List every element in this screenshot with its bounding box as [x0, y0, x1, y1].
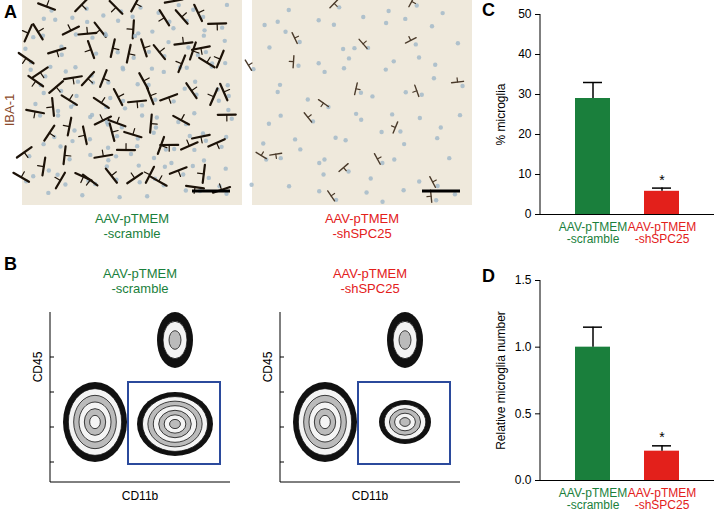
- svg-text:AAV-pTMEM-shSPC25: AAV-pTMEM-shSPC25: [333, 266, 407, 296]
- svg-text:% microglia: % microglia: [494, 83, 508, 145]
- svg-text:AAV-pTMEM-scramble: AAV-pTMEM-scramble: [559, 220, 627, 246]
- svg-text:AAV-pTMEM-scramble: AAV-pTMEM-scramble: [559, 486, 627, 512]
- svg-text:CD45: CD45: [31, 351, 45, 382]
- svg-text:CD11b: CD11b: [122, 489, 159, 503]
- svg-text:1.0: 1.0: [515, 340, 532, 354]
- html-text:C: C: [482, 0, 495, 20]
- svg-text:CD45: CD45: [261, 351, 275, 382]
- svg-text:AAV-pTMEM-shSPC25: AAV-pTMEM-shSPC25: [628, 220, 696, 246]
- html-text:D: D: [482, 266, 495, 286]
- svg-text:AAV-pTMEM-shSPC25: AAV-pTMEM-shSPC25: [628, 486, 696, 512]
- svg-text:0.5: 0.5: [515, 407, 532, 421]
- svg-text:40: 40: [518, 47, 532, 61]
- svg-text:50: 50: [518, 7, 532, 21]
- svg-text:0: 0: [525, 207, 532, 221]
- svg-text:A: A: [4, 2, 17, 22]
- svg-text:AAV-pTMEM-scramble: AAV-pTMEM-scramble: [103, 266, 177, 296]
- svg-text:AAV-pTMEM-scramble: AAV-pTMEM-scramble: [95, 211, 169, 241]
- svg-text:*: *: [659, 172, 665, 188]
- svg-text:0.0: 0.0: [515, 473, 532, 487]
- svg-text:B: B: [4, 254, 17, 274]
- svg-text:Relative microglia number: Relative microglia number: [494, 311, 508, 450]
- svg-text:IBA-1: IBA-1: [2, 94, 17, 127]
- svg-text:10: 10: [518, 167, 532, 181]
- svg-text:AAV-pTMEM-shSPC25: AAV-pTMEM-shSPC25: [325, 211, 399, 241]
- svg-text:1.5: 1.5: [515, 273, 532, 287]
- svg-text:*: *: [659, 429, 665, 445]
- svg-text:CD11b: CD11b: [352, 489, 389, 503]
- svg-text:20: 20: [518, 127, 532, 141]
- svg-text:30: 30: [518, 87, 532, 101]
